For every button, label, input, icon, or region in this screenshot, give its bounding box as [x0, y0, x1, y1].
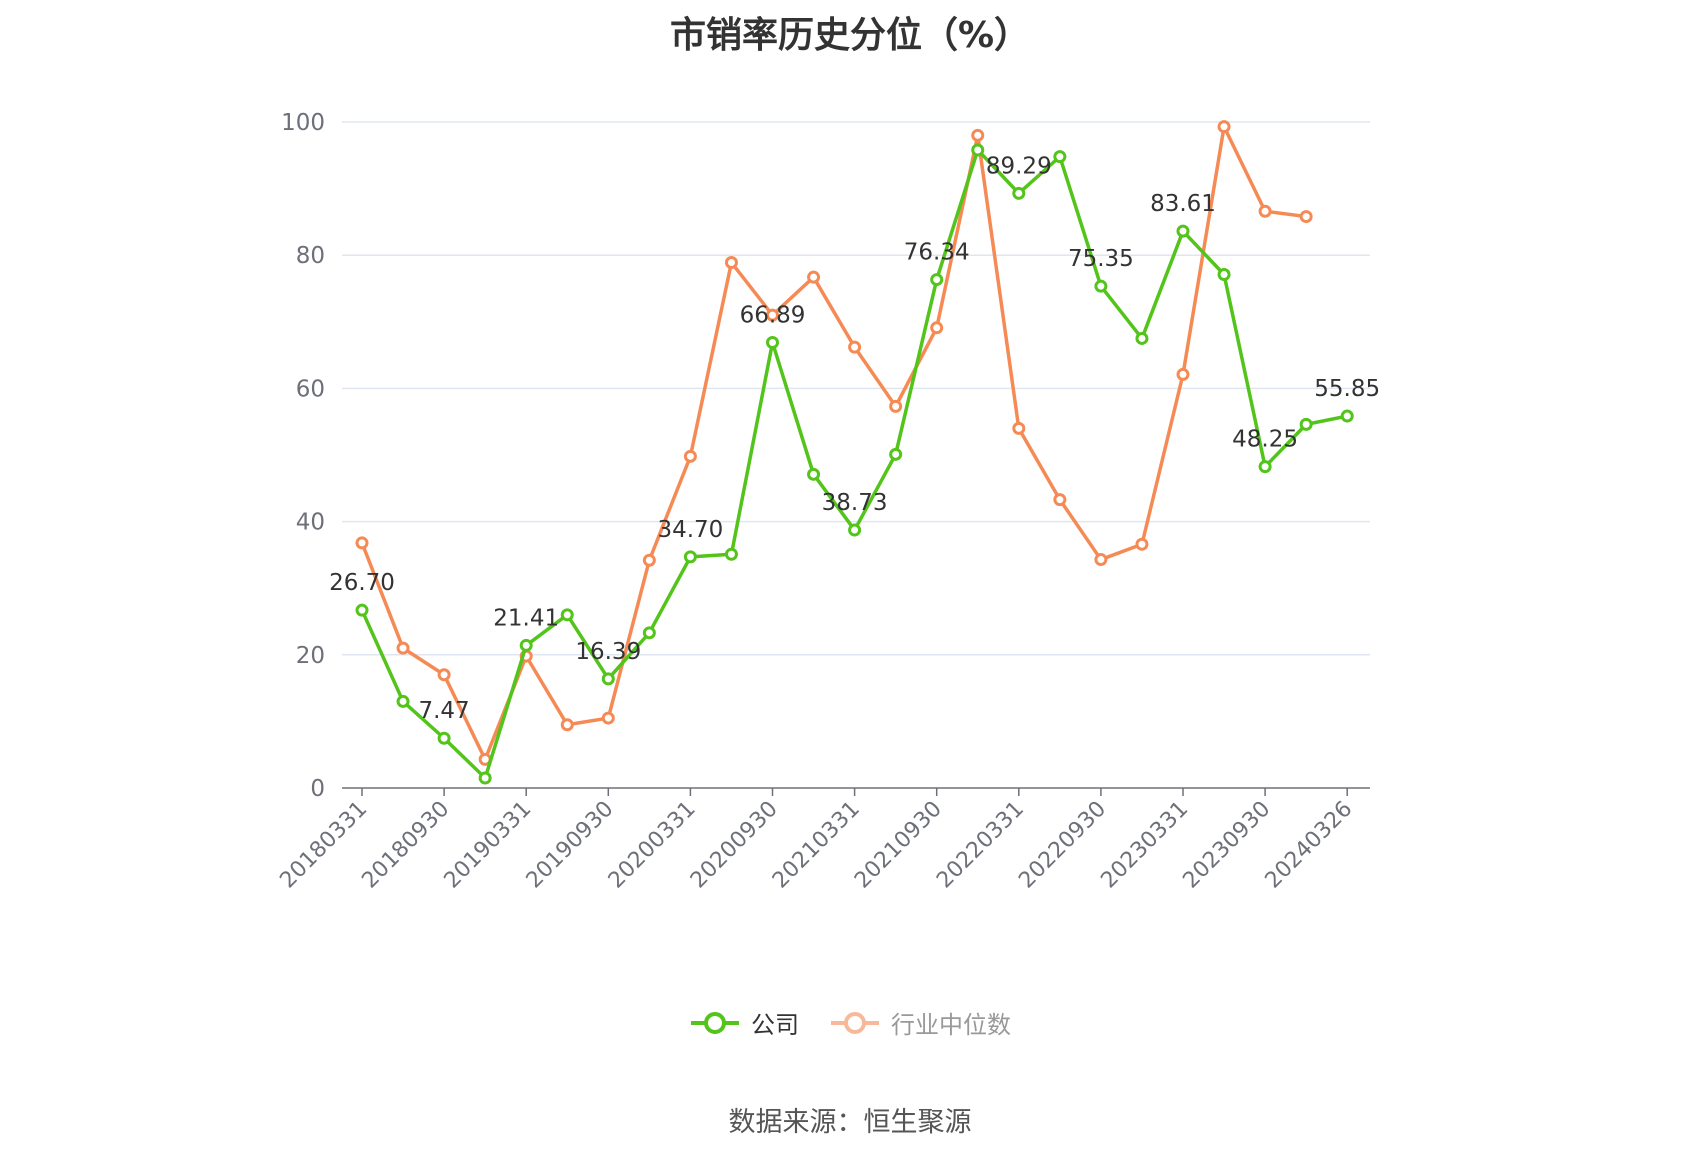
point-company	[1340, 409, 1354, 423]
point-industry-median	[848, 340, 862, 354]
point-industry-median	[1176, 367, 1190, 381]
legend-label-industry-median: 行业中位数	[891, 1011, 1011, 1039]
point-company	[807, 467, 821, 481]
data-label: 34.70	[657, 517, 723, 543]
point-industry-median	[1299, 210, 1313, 224]
point-company	[889, 447, 903, 461]
point-industry-median	[642, 553, 656, 567]
x-tick-label: 20220930	[1014, 797, 1111, 894]
y-tick-label: 80	[296, 243, 325, 269]
point-company	[1012, 186, 1026, 200]
x-tick-label: 20230930	[1178, 797, 1275, 894]
point-industry-median	[1094, 553, 1108, 567]
x-tick-label: 20210331	[768, 797, 865, 894]
data-source: 数据来源：恒生聚源	[728, 1107, 972, 1138]
data-label: 55.85	[1314, 376, 1380, 402]
point-industry-median	[1135, 537, 1149, 551]
point-industry-median	[396, 641, 410, 655]
point-industry-median	[437, 668, 451, 682]
point-company	[1258, 460, 1272, 474]
x-tick-label: 20200930	[686, 797, 783, 894]
y-tick-label: 40	[296, 510, 325, 536]
x-tick-label: 20190331	[440, 797, 537, 894]
point-industry-median	[766, 308, 779, 322]
y-tick-label: 100	[281, 110, 325, 136]
point-company	[519, 638, 533, 652]
legend-industry-marker-icon	[831, 1011, 879, 1034]
data-label: 75.35	[1068, 246, 1134, 272]
point-company	[971, 143, 985, 157]
x-tick-label: 20180331	[275, 797, 372, 894]
data-label: 76.34	[904, 240, 970, 266]
point-company	[1299, 417, 1313, 431]
x-tick-label: 20240326	[1261, 797, 1358, 894]
point-company	[848, 523, 862, 537]
point-industry-median	[601, 711, 615, 725]
y-tick-label: 20	[296, 643, 325, 669]
point-industry-median	[560, 718, 574, 732]
point-company	[683, 550, 697, 564]
point-company	[1135, 331, 1149, 345]
x-tick-label: 20200331	[604, 797, 701, 894]
x-tick-label: 20190930	[522, 797, 619, 894]
x-tick-label: 20230331	[1096, 797, 1193, 894]
data-label: 16.39	[575, 639, 641, 665]
point-industry-median	[355, 536, 369, 550]
point-industry-median	[724, 256, 738, 270]
data-label: 89.29	[986, 153, 1052, 179]
data-label: 21.41	[493, 605, 559, 631]
point-industry-median	[1258, 204, 1272, 218]
point-company	[642, 626, 656, 640]
point-company	[724, 547, 738, 561]
chart-title: 市销率历史分位（%）	[669, 15, 1031, 56]
data-label: 7.47	[418, 698, 469, 724]
point-company	[930, 273, 944, 287]
point-industry-median	[889, 399, 903, 413]
point-company	[355, 603, 369, 617]
data-label: 48.25	[1232, 427, 1298, 453]
data-label: 26.70	[329, 570, 395, 596]
series-line-company	[360, 148, 1348, 780]
x-tick-label: 20210930	[850, 797, 947, 894]
legend-item-industry-median[interactable]: 行业中位数	[829, 1005, 1011, 1040]
point-industry-median	[807, 270, 821, 284]
point-company	[1217, 268, 1231, 282]
y-tick-label: 0	[310, 776, 325, 802]
legend-company-marker-icon	[691, 1011, 739, 1034]
point-industry-median	[1217, 120, 1231, 134]
point-company	[601, 672, 615, 686]
legend-label-company: 公司	[751, 1011, 799, 1039]
point-company	[1053, 150, 1067, 164]
point-company	[478, 771, 492, 785]
point-company	[396, 694, 410, 708]
series-line-industry-median	[360, 124, 1307, 762]
point-company	[560, 608, 574, 622]
data-label: 66.89	[740, 303, 806, 329]
y-tick-label: 60	[296, 376, 325, 402]
point-industry-median	[683, 449, 697, 463]
legend-item-company[interactable]: 公司	[689, 1005, 799, 1040]
data-label: 38.73	[822, 490, 888, 516]
data-label: 83.61	[1150, 191, 1216, 217]
point-company	[437, 731, 451, 745]
point-company	[1094, 279, 1108, 293]
legend: 公司 行业中位数	[0, 1005, 1700, 1040]
point-industry-median	[1053, 493, 1067, 507]
x-tick-label: 20220331	[932, 797, 1029, 894]
point-industry-median	[971, 128, 985, 142]
point-industry-median	[930, 321, 944, 335]
point-company	[1176, 224, 1190, 238]
x-tick-label: 20180930	[357, 797, 454, 894]
point-company	[766, 336, 779, 350]
point-industry-median	[1012, 421, 1026, 435]
